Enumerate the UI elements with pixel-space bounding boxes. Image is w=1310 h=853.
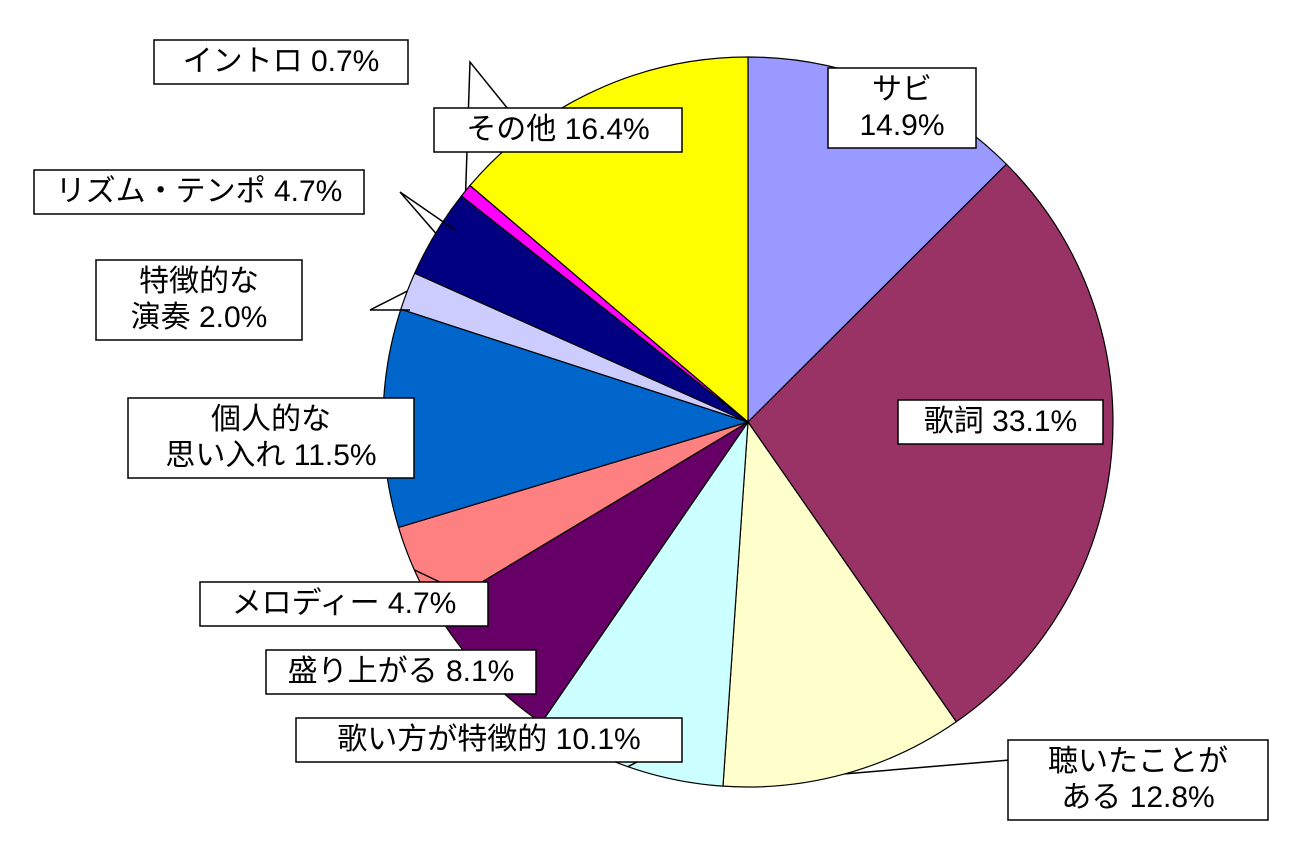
label-text-intro: イントロ 0.7%: [183, 45, 380, 78]
label-text-rhythm: リズム・テンポ 4.7%: [56, 175, 343, 208]
label-text-utaikata: 歌い方が特徴的 10.1%: [337, 723, 640, 756]
label-text-kashi: 歌詞 33.1%: [924, 405, 1077, 438]
label-text-moriagaru: 盛り上がる 8.1%: [288, 655, 515, 688]
label-text-melody: メロディー 4.7%: [232, 587, 457, 620]
label-text-sonota: その他 16.4%: [466, 113, 649, 146]
pie-chart: サビ14.9%歌詞 33.1%聴いたことがある 12.8%歌い方が特徴的 10.…: [0, 0, 1310, 853]
